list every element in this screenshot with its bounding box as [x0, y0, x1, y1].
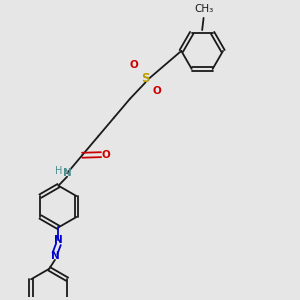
Text: S: S [141, 72, 150, 85]
Text: O: O [152, 85, 161, 96]
Text: O: O [102, 150, 111, 160]
Text: H: H [55, 166, 63, 176]
Text: O: O [129, 60, 138, 70]
Text: CH₃: CH₃ [194, 4, 213, 14]
Text: N: N [51, 251, 59, 261]
Text: N: N [54, 236, 63, 245]
Text: N: N [63, 168, 71, 178]
